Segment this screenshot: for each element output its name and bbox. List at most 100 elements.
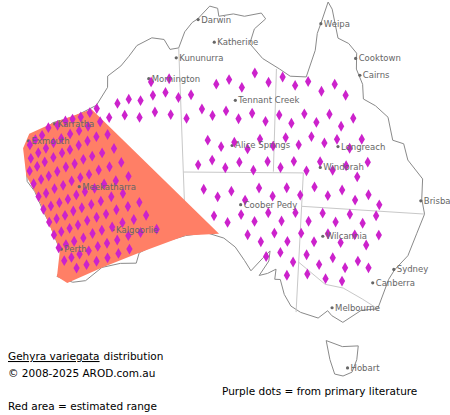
record-point [63, 162, 69, 173]
record-point [258, 236, 264, 247]
record-point [98, 196, 104, 207]
place-label: Tennant Creek [237, 95, 299, 105]
record-point [235, 113, 241, 124]
record-point [201, 184, 207, 195]
record-point [35, 147, 41, 158]
record-point [104, 252, 110, 263]
place-label: Wilcannia [326, 231, 367, 241]
state-border [296, 206, 302, 312]
record-point [99, 147, 105, 158]
record-point [304, 269, 310, 280]
record-point [343, 90, 349, 101]
record-point [284, 236, 290, 247]
record-point [89, 228, 95, 239]
record-point [354, 171, 360, 182]
record-point [118, 157, 124, 168]
record-point [290, 257, 296, 268]
record-point [87, 107, 93, 118]
record-point [58, 226, 64, 237]
record-point [111, 143, 117, 154]
record-point [338, 121, 344, 132]
record-point [86, 169, 92, 180]
record-point [89, 151, 95, 162]
record-point [50, 152, 56, 163]
species-link[interactable]: Gehyra variegata [8, 350, 100, 362]
record-point [150, 90, 156, 101]
marks [23, 18, 422, 370]
place-label: Cairns [363, 70, 390, 80]
record-point [305, 216, 311, 227]
record-point [93, 212, 99, 223]
record-point [355, 256, 361, 267]
place-marker [371, 281, 374, 284]
place-label: Katherine [217, 37, 258, 47]
place-label: Karratha [58, 119, 95, 129]
record-point [56, 197, 62, 208]
record-point [69, 175, 75, 186]
place-label: Windorah [323, 162, 364, 172]
place-label: Sydney [397, 264, 428, 274]
place-marker [175, 56, 178, 59]
record-point [325, 190, 331, 201]
record-point [342, 262, 348, 273]
record-point [56, 242, 62, 253]
record-point [59, 147, 65, 158]
record-point [313, 117, 319, 128]
record-point [245, 229, 251, 240]
record-point [51, 183, 57, 194]
record-point [373, 210, 379, 221]
record-point [61, 255, 67, 266]
record-point [352, 195, 358, 206]
place-label: Kununurra [179, 53, 223, 63]
record-point [31, 178, 37, 189]
record-point [228, 186, 234, 197]
record-point [65, 194, 71, 205]
record-point [291, 156, 297, 167]
record-point [106, 161, 112, 172]
place-marker [330, 306, 333, 309]
record-point [115, 248, 121, 259]
record-point [122, 110, 128, 121]
record-point [162, 87, 168, 98]
place-marker [419, 199, 422, 202]
record-point [276, 110, 282, 121]
record-point [322, 273, 328, 284]
record-point [316, 259, 322, 270]
place-marker [321, 235, 324, 238]
place-marker [336, 145, 339, 148]
place-marker [319, 22, 322, 25]
copyright: © 2008-2025 AROD.com.au [8, 367, 155, 379]
place-label: Melbourne [335, 303, 380, 313]
record-point [360, 218, 366, 229]
record-point [73, 189, 79, 200]
record-point [305, 76, 311, 87]
record-point [188, 89, 194, 100]
note: Purple dots = from primary literature [222, 385, 417, 397]
record-point [106, 112, 112, 123]
record-point [224, 217, 230, 228]
record-point [83, 259, 89, 270]
record-point [168, 109, 174, 120]
record-point [350, 113, 356, 124]
place-marker [197, 18, 200, 21]
state-border [302, 173, 425, 214]
record-point [136, 197, 142, 208]
record-point [223, 106, 229, 117]
record-point [279, 72, 285, 83]
record-point [252, 68, 258, 79]
record-point [72, 158, 78, 169]
place-label: Brisbane [424, 196, 450, 206]
record-point [236, 157, 242, 168]
record-point [96, 165, 102, 176]
record-point [222, 162, 228, 173]
place-marker [354, 57, 357, 60]
place-marker [358, 74, 361, 77]
place-label: Exmouth [32, 136, 70, 146]
record-point [213, 79, 219, 90]
record-point [249, 108, 255, 119]
record-point [277, 162, 283, 173]
record-point [277, 247, 283, 258]
record-point [38, 174, 44, 185]
record-point [152, 107, 158, 118]
place-label: Longreach [341, 142, 385, 152]
